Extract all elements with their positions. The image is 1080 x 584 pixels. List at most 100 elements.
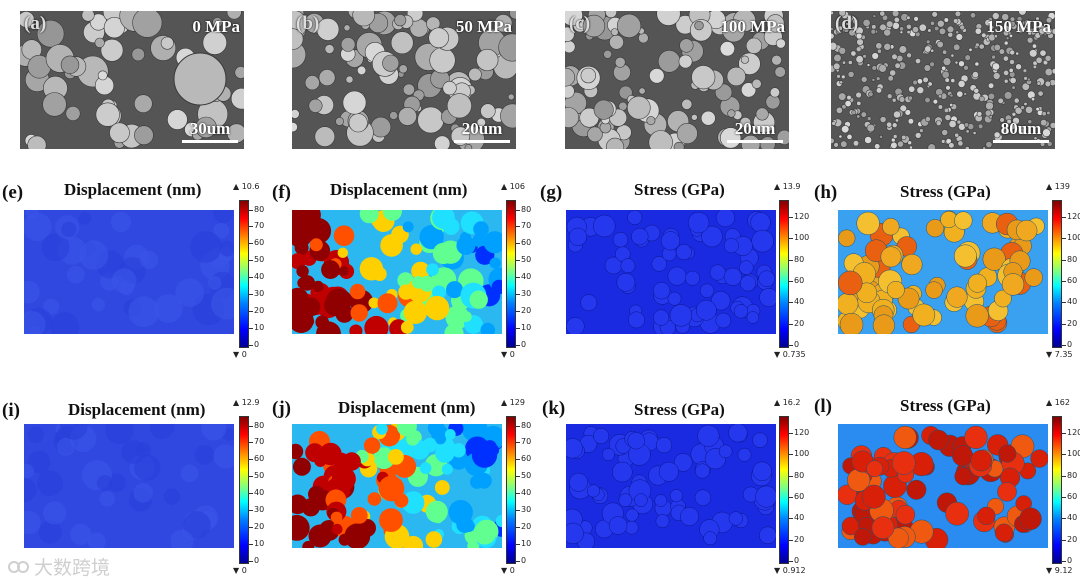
panel-label: (d) (835, 13, 859, 34)
particle (691, 114, 698, 121)
colorbar-tick-label: 50 (248, 255, 265, 265)
particle (700, 110, 716, 126)
particle (918, 23, 927, 32)
particle (701, 225, 723, 248)
particle (651, 256, 667, 272)
colorbar-tick-label: 50 (248, 471, 265, 481)
particle (879, 11, 886, 17)
particle (841, 125, 850, 134)
particle (847, 60, 853, 65)
particle (565, 67, 575, 87)
colorbar-tick-label: 0 (788, 340, 800, 349)
particle (875, 87, 883, 94)
particle (1003, 78, 1009, 84)
particle (978, 43, 985, 50)
field-region (325, 288, 351, 314)
particle (1013, 97, 1020, 104)
particle (1038, 27, 1046, 35)
particle (855, 55, 864, 64)
particle (81, 11, 95, 22)
field-region (388, 449, 404, 465)
field-region (480, 322, 496, 334)
particle (580, 67, 596, 84)
particle (740, 55, 749, 64)
scale-bar-text: 30um (189, 119, 231, 138)
colorbar (239, 200, 249, 348)
particle (1002, 29, 1010, 37)
particle (1018, 127, 1026, 135)
colorbar-min: ▼ 0 (233, 350, 247, 359)
particle (839, 80, 844, 85)
particle (673, 141, 685, 149)
field-region (419, 224, 444, 250)
particle (739, 116, 752, 129)
field-region (472, 233, 487, 248)
displacement-map (292, 424, 502, 548)
particle (899, 104, 908, 113)
colorbar-tick-label: 120 (1061, 212, 1080, 221)
field-plot (566, 424, 776, 548)
particle (627, 432, 645, 450)
field-region (331, 466, 356, 491)
colorbar-tick-label: 80 (515, 204, 532, 214)
colorbar-tick-label: 40 (248, 272, 265, 282)
field-region (424, 295, 450, 321)
field-region (349, 283, 366, 300)
particle (831, 11, 834, 16)
particle (860, 111, 867, 118)
field-region (163, 488, 181, 505)
field-region (207, 276, 222, 290)
particle (342, 90, 367, 115)
particle (691, 65, 716, 90)
particle (1042, 128, 1051, 137)
particle (345, 75, 354, 84)
field-region (401, 491, 425, 514)
particle (638, 87, 646, 95)
particle (442, 80, 457, 96)
particle (937, 94, 943, 99)
particle (612, 461, 633, 483)
particle (949, 103, 954, 108)
panel-title: Stress (GPa) (634, 180, 725, 199)
field-region (60, 424, 88, 440)
particle (60, 55, 80, 75)
colorbar-tick-label: 100 (1061, 449, 1080, 458)
particle (681, 98, 693, 110)
particle (649, 68, 665, 84)
field-region (410, 243, 422, 255)
particle (292, 109, 300, 119)
particle (343, 24, 351, 32)
particle (973, 87, 980, 94)
stress-map (566, 210, 776, 334)
particle (1011, 85, 1016, 90)
colorbar-tick-label: 40 (788, 297, 805, 307)
particle (974, 61, 980, 67)
particle (993, 43, 1001, 52)
colorbar-min: ▼ 0 (501, 566, 515, 575)
particle (922, 76, 929, 83)
field-region (432, 512, 444, 524)
particle (1032, 64, 1037, 70)
pressure-label: 0 MPa (192, 17, 240, 36)
particle (202, 30, 228, 55)
particle (963, 92, 967, 96)
particle (1003, 91, 1013, 100)
colorbar-tick-label: 30 (248, 505, 265, 515)
particle (879, 23, 887, 31)
colorbar-tick-label: 80 (248, 204, 265, 214)
field-region (219, 240, 234, 257)
panel-label: (l) (814, 396, 832, 417)
colorbar-tick-label: 20 (788, 534, 805, 544)
field-region (139, 250, 159, 269)
field-region (297, 277, 309, 289)
particle (929, 61, 935, 68)
particle (1044, 54, 1052, 62)
particle (726, 66, 746, 87)
particle (1045, 17, 1053, 24)
field-region (363, 437, 381, 454)
particle (893, 425, 917, 449)
colorbar (1052, 416, 1062, 564)
particle (382, 54, 400, 72)
particle (1035, 106, 1040, 112)
particle (771, 54, 782, 66)
